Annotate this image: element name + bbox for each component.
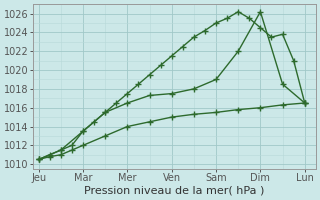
X-axis label: Pression niveau de la mer( hPa ): Pression niveau de la mer( hPa ) (84, 186, 265, 196)
